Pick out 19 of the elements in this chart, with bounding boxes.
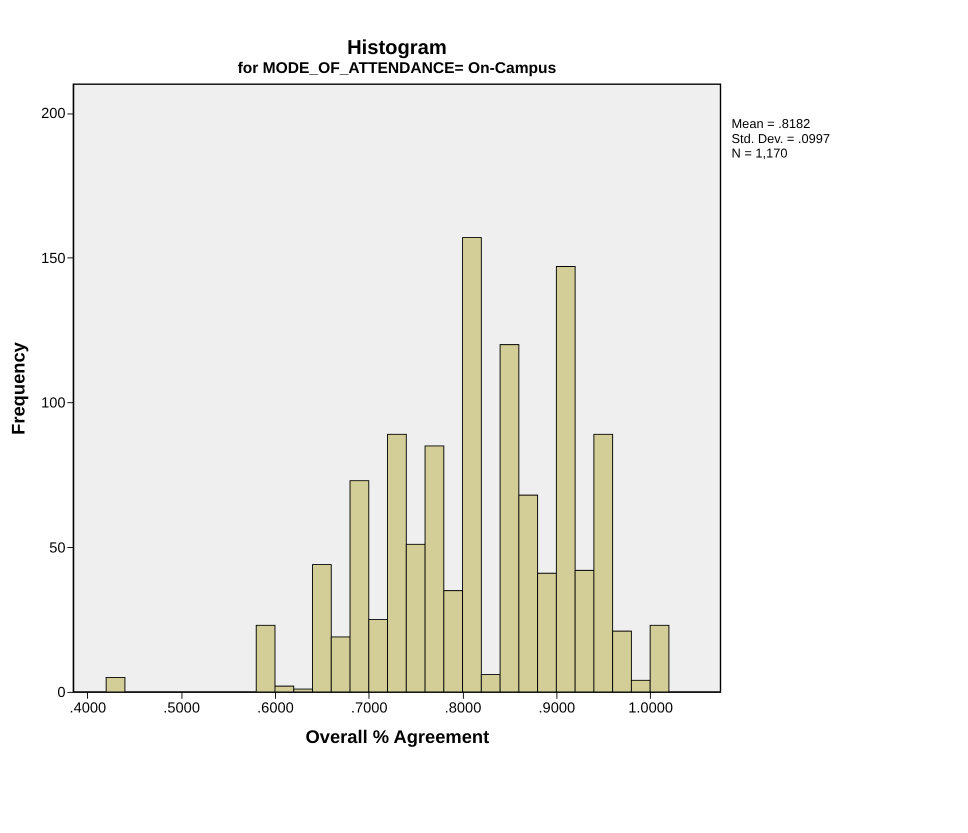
y-tick-label: 100 [41,396,66,412]
x-tick-label: .5000 [163,700,200,717]
chart-title: Histogram [347,36,447,59]
x-tick-label: .6000 [257,700,294,717]
x-tick-label: .4000 [70,700,106,717]
x-tick-label: 1.0000 [628,700,674,717]
text: N = 1,170 [732,146,788,160]
y-axis-title: Frequency [8,341,29,435]
chart-subtitle: for MODE_OF_ATTENDANCE= On-Campus [238,60,557,78]
y-tick-label: 50 [49,540,66,556]
y-tick-label: 150 [41,250,66,267]
y-tick-label: 200 [41,106,66,122]
y-tick-label: 0 [57,684,66,701]
text: Std. Dev. = .0997 [732,130,830,146]
x-tick-label: .9000 [538,700,576,717]
x-tick-label: .7000 [350,700,388,717]
x-tick-label: .8000 [444,700,482,717]
text: Mean = .8182 [732,116,810,132]
x-axis-title: Overall % Agreement [306,726,490,747]
